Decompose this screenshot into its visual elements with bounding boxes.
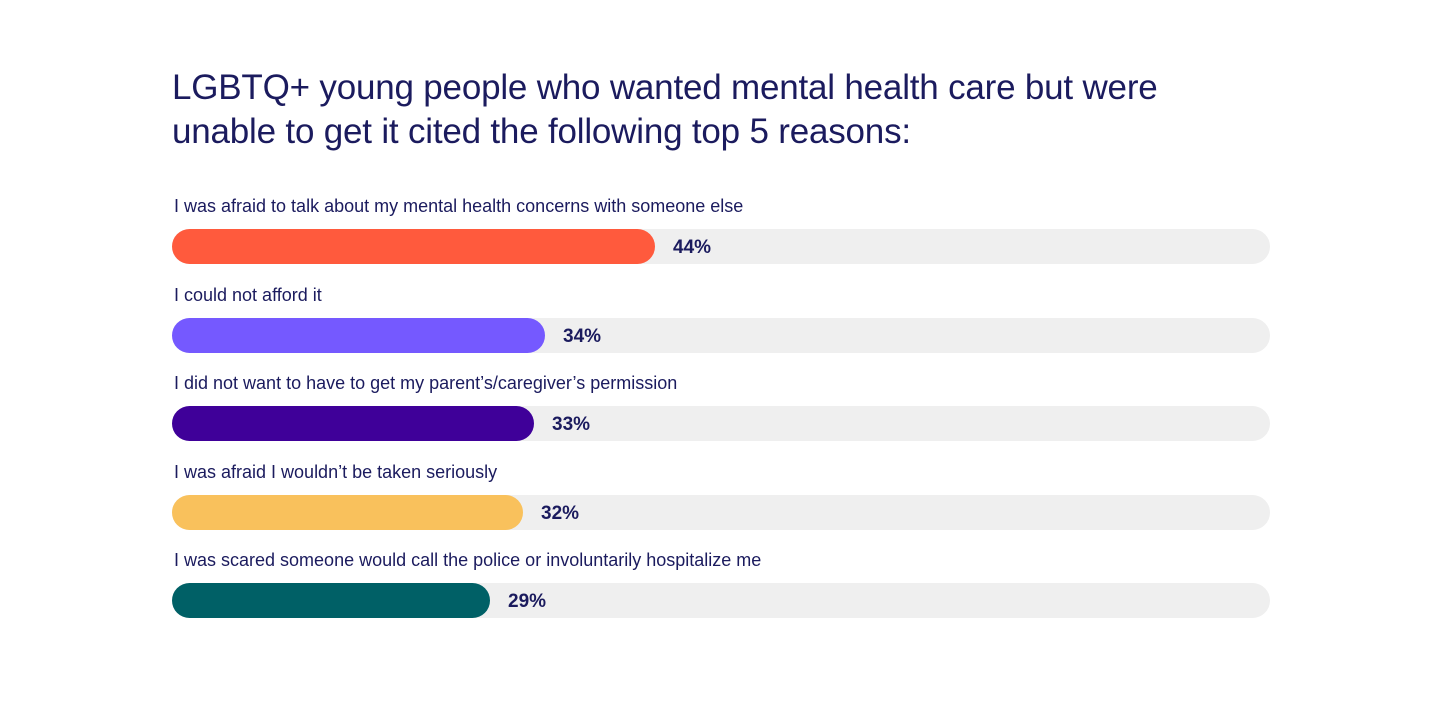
bar-category-label: I did not want to have to get my parent’…: [174, 373, 678, 393]
bar-fill: [172, 583, 490, 618]
bar-track: [172, 494, 1270, 530]
bar-track: [172, 229, 1270, 264]
bar-fill: [172, 494, 523, 530]
chart-title: LGBTQ+ young people who wanted mental he…: [172, 68, 1158, 151]
bar-fill: [172, 317, 545, 353]
bar-value-label: 32%: [541, 502, 580, 524]
bar-track: [172, 317, 1270, 353]
bar-category-label: I was scared someone would call the poli…: [174, 550, 762, 570]
bar-fill: [172, 406, 534, 441]
bar-value-label: 29%: [508, 591, 547, 612]
chart: LGBTQ+ young people who wanted mental he…: [172, 66, 1270, 618]
bar-value-label: 34%: [563, 325, 602, 347]
bar-row: I could not afford it 34%: [172, 283, 1270, 355]
bar-row: I was afraid to talk about my mental hea…: [172, 194, 1270, 266]
bar-track: [172, 406, 1270, 441]
bar-row: I was scared someone would call the poli…: [172, 548, 1270, 620]
bar-category-label: I was afraid I wouldn’t be taken serious…: [174, 461, 498, 482]
bar-category-label: I could not afford it: [174, 284, 322, 305]
bar-value-label: 33%: [552, 414, 591, 435]
bar-row: I was afraid I wouldn’t be taken serious…: [172, 460, 1270, 532]
bar-track: [172, 583, 1270, 618]
bar-row: I did not want to have to get my parent’…: [172, 371, 1270, 443]
bar-value-label: 44%: [673, 237, 712, 258]
bar-fill: [172, 229, 655, 264]
bar-category-label: I was afraid to talk about my mental hea…: [174, 196, 744, 216]
